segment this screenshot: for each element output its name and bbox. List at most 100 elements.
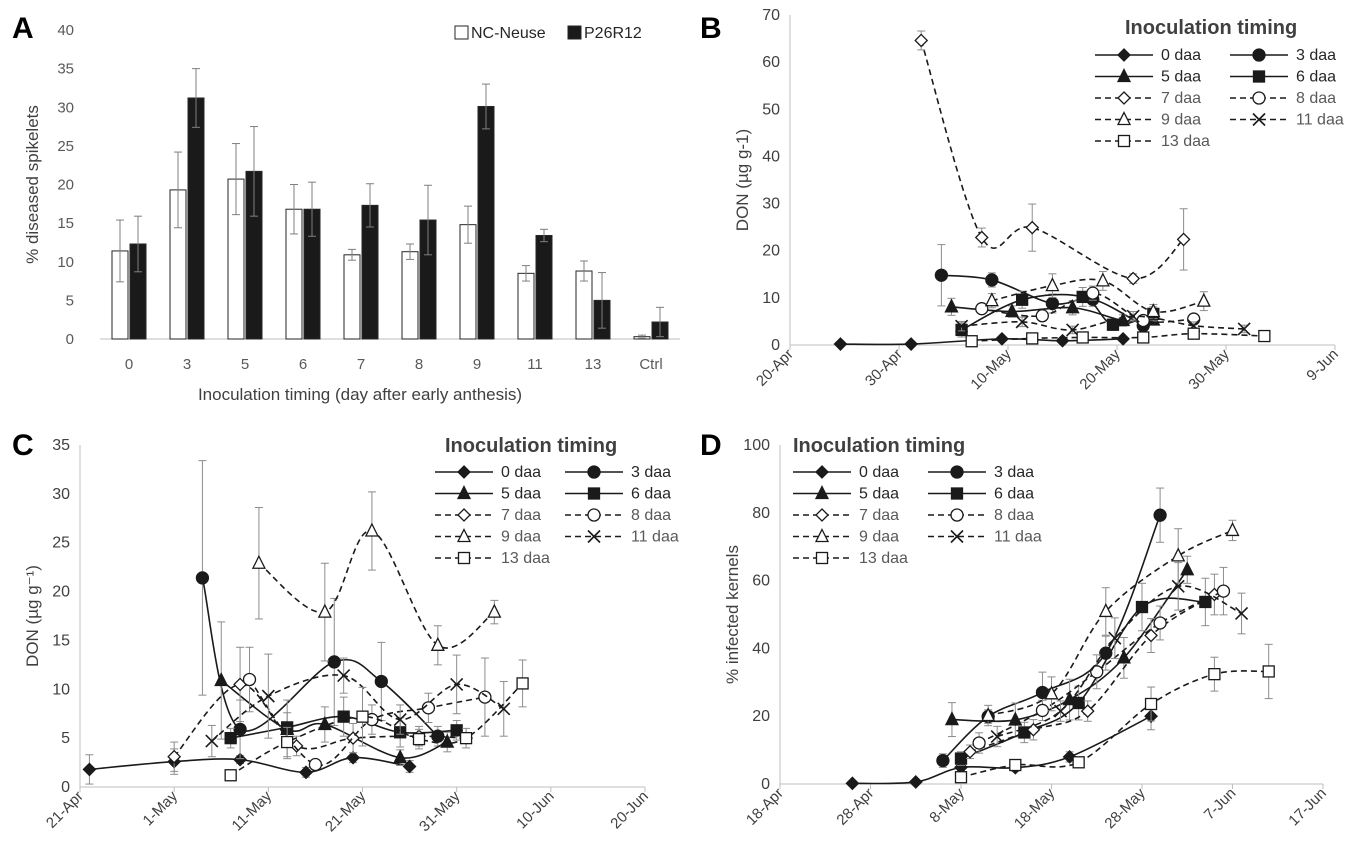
- x-tick-label: 18-May: [1011, 784, 1059, 832]
- x-tick-label: 11-May: [229, 787, 276, 834]
- marker-square: [815, 551, 829, 565]
- marker-x: [950, 529, 964, 544]
- marker-x: [261, 689, 275, 703]
- x-tick-label: 6: [299, 356, 307, 373]
- marker-circle: [1086, 286, 1100, 300]
- x-tick-label: 1-May: [139, 787, 181, 829]
- legend-label: 3 daa: [994, 464, 1034, 481]
- legend-label: 6 daa: [994, 486, 1034, 503]
- y-tick-label: 70: [762, 7, 780, 24]
- legend-label: 6 daa: [1296, 69, 1336, 86]
- marker-circle: [233, 722, 247, 736]
- x-tick-label: 10-May: [967, 345, 1015, 393]
- x-tick-label: 10-Jun: [513, 788, 557, 832]
- marker-circle: [950, 508, 964, 522]
- marker-square: [954, 752, 968, 765]
- y-tick-label: 40: [57, 22, 74, 39]
- marker-circle: [195, 571, 210, 585]
- series-line: [248, 679, 486, 766]
- series-line: [258, 530, 495, 649]
- x-tick-label: Ctrl: [639, 356, 662, 373]
- marker-diamond: [1126, 271, 1141, 286]
- x-tick-label: 8-May: [926, 784, 968, 826]
- marker-triangle: [214, 672, 229, 687]
- legend-label: 7 daa: [859, 507, 899, 524]
- marker-circle: [1252, 48, 1266, 62]
- y-tick-label: 25: [52, 535, 70, 552]
- marker-triangle: [1196, 292, 1211, 307]
- marker-diamond: [1117, 91, 1131, 105]
- marker-x: [497, 702, 511, 716]
- y-tick-label: 20: [762, 243, 780, 260]
- marker-square: [224, 769, 237, 782]
- legend-label: 13 daa: [501, 550, 550, 567]
- marker-square: [1262, 665, 1275, 678]
- x-tick-label: 5: [241, 356, 249, 373]
- marker-x: [1015, 315, 1029, 329]
- marker-square: [950, 487, 964, 500]
- legend-label: 8 daa: [1296, 90, 1336, 107]
- marker-circle: [1035, 703, 1050, 718]
- marker-circle: [308, 757, 323, 772]
- marker-x: [337, 669, 351, 683]
- marker-circle: [1252, 91, 1266, 105]
- y-tick-label: 5: [66, 292, 74, 309]
- marker-square: [1252, 70, 1266, 83]
- legend-label: 8 daa: [631, 507, 671, 524]
- legend-label: 3 daa: [631, 464, 671, 481]
- marker-square: [965, 335, 978, 348]
- marker-triangle: [1146, 303, 1161, 318]
- marker-triangle: [944, 298, 959, 313]
- x-tick-label: 8: [415, 356, 423, 373]
- panel-c-letter: C: [12, 429, 34, 462]
- y-tick-label: 25: [57, 138, 74, 155]
- series-line: [920, 40, 1185, 280]
- y-tick-label: 40: [762, 148, 780, 165]
- legend-title: Inoculation timing: [793, 435, 965, 457]
- y-tick-label: 50: [762, 101, 780, 118]
- y-tick-label: 100: [743, 437, 770, 454]
- legend-label: 7 daa: [501, 507, 541, 524]
- marker-diamond: [833, 337, 848, 351]
- marker-square: [1137, 331, 1150, 344]
- marker-diamond: [1117, 48, 1131, 62]
- y-tick-label: 0: [66, 331, 74, 348]
- marker-circle: [985, 273, 999, 287]
- marker-diamond: [82, 762, 97, 777]
- marker-square: [954, 771, 968, 784]
- marker-square: [1015, 293, 1029, 306]
- panel-a-letter: A: [12, 12, 34, 45]
- panel-d-letter: D: [700, 429, 722, 462]
- marker-diamond: [995, 331, 1009, 346]
- marker-circle: [587, 465, 601, 479]
- series-line: [996, 585, 1242, 738]
- y-tick-label: 15: [52, 632, 70, 649]
- marker-x: [205, 734, 219, 748]
- y-tick-label: 20: [52, 584, 70, 601]
- y-tick-label: 80: [752, 505, 770, 522]
- marker-diamond: [963, 744, 977, 759]
- marker-diamond: [457, 508, 471, 522]
- marker-circle: [587, 508, 601, 522]
- marker-square: [1258, 329, 1271, 343]
- legend-label: NC-Neuse: [471, 25, 546, 42]
- marker-x: [393, 713, 407, 727]
- legend-label: 13 daa: [1161, 133, 1210, 150]
- panel-b-letter: B: [700, 12, 722, 45]
- marker-circle: [374, 674, 388, 689]
- marker-x: [990, 729, 1004, 744]
- marker-x: [1053, 704, 1068, 718]
- legend-label: 13 daa: [859, 550, 908, 567]
- x-tick-label: 7: [357, 356, 365, 373]
- marker-x: [1237, 322, 1251, 336]
- marker-triangle: [981, 707, 996, 722]
- marker-diamond: [1080, 704, 1095, 719]
- marker-triangle: [984, 292, 999, 307]
- series-line: [971, 332, 1265, 343]
- bar: [401, 251, 419, 340]
- marker-diamond: [974, 230, 989, 245]
- marker-square: [1072, 696, 1085, 710]
- x-tick-label: 3: [183, 356, 191, 373]
- marker-triangle: [814, 528, 830, 543]
